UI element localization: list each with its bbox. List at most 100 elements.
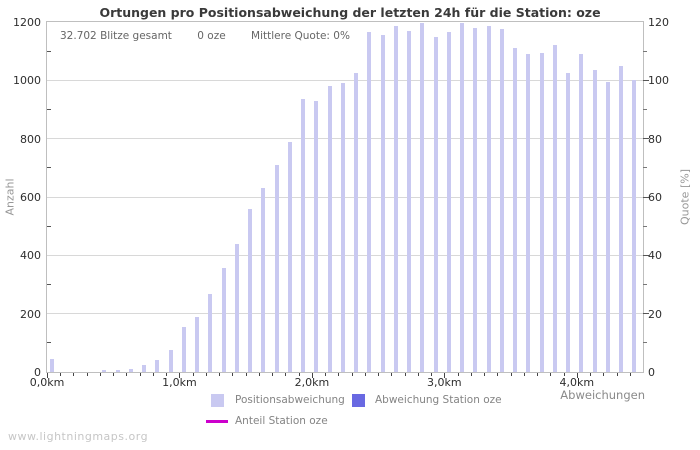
x-tick <box>523 373 525 376</box>
x-tick <box>113 373 115 376</box>
x-tick <box>457 373 459 376</box>
x-tick <box>484 373 486 376</box>
stat-total-strikes: 32.702 Blitze gesamt <box>60 30 172 42</box>
x-tick <box>378 373 380 376</box>
y-minor-tick-right <box>643 50 647 52</box>
x-tick <box>537 373 539 376</box>
y-axis-tick-label-left: 800 <box>20 132 41 146</box>
y-axis-tick-label-right: 20 <box>648 307 662 321</box>
y-minor-tick-left <box>47 284 51 285</box>
chart-title: Ortungen pro Positionsabweichung der let… <box>99 5 601 20</box>
bar <box>619 65 623 372</box>
bar <box>499 29 504 372</box>
bar <box>102 370 107 372</box>
x-tick <box>590 373 592 376</box>
x-tick <box>431 373 433 376</box>
bar <box>592 70 597 372</box>
bar <box>340 83 345 372</box>
x-axis-tick-label: 2,0km <box>294 376 330 389</box>
x-axis-title: Abweichungen <box>560 388 645 402</box>
y-major-tick-right <box>643 196 649 198</box>
x-tick <box>550 373 552 376</box>
bar <box>446 32 451 372</box>
watermark-lightningmaps: www.lightningmaps.org <box>8 430 149 443</box>
bar <box>234 243 239 372</box>
y-minor-tick-left <box>47 167 51 169</box>
x-axis-tick-label: 1,0km <box>162 376 197 389</box>
bar <box>367 32 372 372</box>
bar <box>407 30 412 372</box>
bar <box>248 208 253 372</box>
legend-line-anteil-station <box>206 420 228 423</box>
bar <box>632 80 637 372</box>
y-axis-title-left: Anzahl <box>3 178 17 216</box>
y-axis-tick-label-left: 0 <box>34 366 41 379</box>
bar <box>526 54 531 372</box>
x-tick <box>60 373 62 376</box>
y-minor-tick-right <box>643 284 647 285</box>
x-tick <box>616 373 618 376</box>
x-tick <box>272 373 274 376</box>
bar <box>287 141 292 372</box>
y-minor-tick-right <box>643 342 647 344</box>
y-axis-tick-label-left: 1200 <box>13 16 41 29</box>
x-tick <box>629 373 631 376</box>
x-tick <box>298 373 300 376</box>
x-tick <box>73 373 75 376</box>
y-axis-tick-label-left: 200 <box>20 307 41 321</box>
bar <box>354 73 359 372</box>
x-tick <box>563 373 565 376</box>
gridline <box>47 138 643 140</box>
bar <box>486 26 491 372</box>
bar <box>420 23 425 372</box>
y-axis-tick-label-right: 100 <box>648 74 669 88</box>
stat-mean-quote: Mittlere Quote: 0% <box>251 30 350 42</box>
bar <box>566 73 571 372</box>
x-tick <box>351 373 353 376</box>
legend-swatch-abweichung-station <box>352 394 365 407</box>
bar <box>473 27 478 372</box>
x-tick <box>99 373 101 376</box>
bar <box>539 52 544 372</box>
x-tick <box>152 373 154 376</box>
y-major-tick-right <box>643 138 649 140</box>
x-tick <box>258 373 260 376</box>
y-axis-tick-label-left: 400 <box>20 249 41 263</box>
bar <box>552 45 557 372</box>
x-tick <box>417 373 419 376</box>
bar <box>380 35 385 372</box>
y-minor-tick-left <box>47 225 51 227</box>
x-tick <box>285 373 287 376</box>
y-axis-tick-label-left: 1000 <box>13 74 41 88</box>
bar <box>49 358 54 372</box>
x-tick <box>205 373 207 376</box>
y-axis-tick-label-right: 80 <box>648 132 662 146</box>
gridline <box>47 313 643 315</box>
gridline <box>47 254 643 256</box>
stat-station-strikes: 0 oze <box>197 30 226 42</box>
y-axis-tick-label-right: 120 <box>648 16 669 29</box>
x-tick <box>166 373 168 376</box>
x-tick <box>86 373 88 376</box>
y-axis-tick-label-left: 600 <box>20 191 41 204</box>
x-tick <box>245 373 247 376</box>
y-major-tick-right <box>643 254 649 256</box>
y-axis-tick-label-right: 40 <box>648 249 662 263</box>
bar <box>142 365 147 372</box>
bar <box>168 350 173 372</box>
x-tick <box>576 373 578 378</box>
bar <box>221 268 226 372</box>
y-minor-tick-left <box>47 109 51 110</box>
x-tick <box>444 373 446 378</box>
plot-area: 0 200 400 600 800 1000 1200 0 20 40 60 80 100 120 0,0k… <box>13 16 669 389</box>
bar <box>195 316 200 372</box>
bar <box>513 48 518 372</box>
x-tick <box>232 373 234 376</box>
bar <box>128 368 133 372</box>
bar <box>181 326 186 372</box>
x-tick <box>126 373 128 376</box>
bar <box>261 188 266 372</box>
x-tick <box>47 373 48 378</box>
bar <box>155 360 160 372</box>
x-tick <box>510 373 512 376</box>
